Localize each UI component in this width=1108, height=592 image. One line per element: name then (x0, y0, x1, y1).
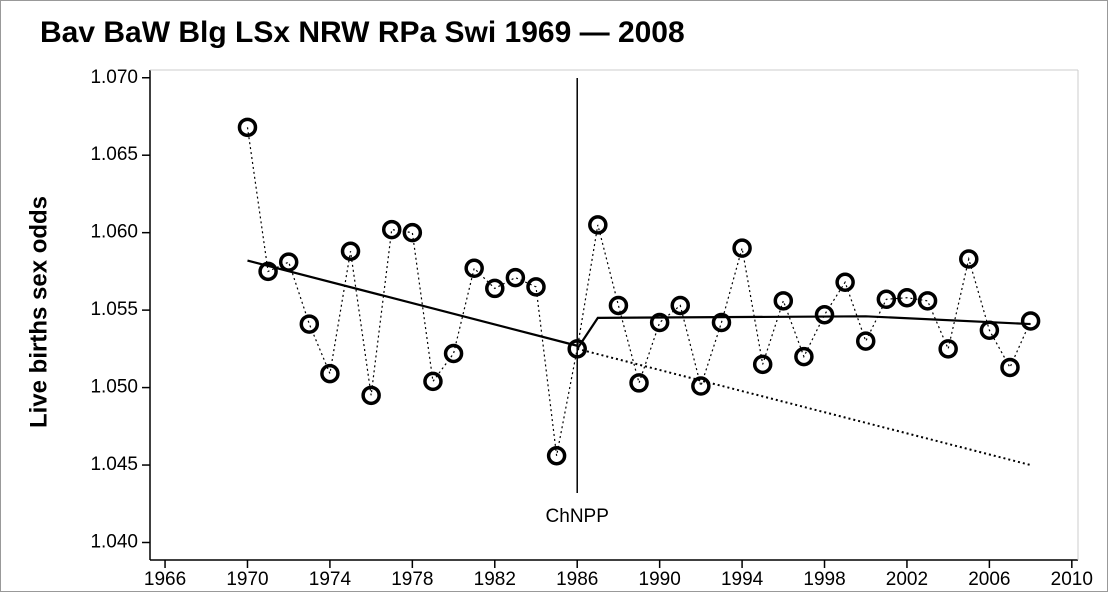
data-point (1000, 357, 1020, 378)
x-tick-label: 1982 (474, 569, 516, 590)
annotation-label: ChNPP (546, 506, 609, 527)
data-point (361, 385, 381, 406)
data-point (711, 312, 732, 333)
x-tick-label: 1994 (721, 569, 764, 590)
y-tick-label: 1.060 (90, 222, 138, 243)
data-point (485, 278, 505, 299)
data-point (876, 289, 897, 310)
data-point (670, 295, 691, 316)
data-point (629, 373, 649, 393)
data-point (917, 291, 938, 311)
data-point (258, 261, 278, 282)
data-point (794, 346, 814, 367)
data-point (443, 343, 464, 364)
data-point (546, 445, 567, 466)
data-point (526, 277, 546, 297)
data-point (691, 376, 711, 396)
data-point (320, 363, 340, 384)
x-tick-label: 1974 (309, 569, 352, 590)
data-point (423, 371, 443, 392)
data-point (1020, 311, 1041, 331)
data-point (464, 258, 484, 279)
x-tick-label: 2010 (1051, 569, 1093, 590)
data-point (567, 339, 587, 359)
data-point (340, 241, 361, 262)
data-point (588, 215, 608, 235)
data-point (752, 354, 773, 375)
data-point (402, 222, 423, 243)
trend-line (576, 347, 1031, 467)
data-point (773, 291, 794, 311)
y-tick-label: 1.070 (90, 67, 138, 88)
data-point (855, 331, 876, 351)
data-point (237, 117, 258, 138)
trend-line (247, 259, 578, 347)
data-point (505, 267, 526, 288)
x-tick-label: 1986 (556, 569, 598, 590)
x-tick-label: 2002 (886, 569, 928, 590)
y-tick-label: 1.040 (90, 532, 138, 553)
data-point (814, 305, 835, 325)
x-tick-label: 1978 (391, 569, 433, 590)
data-point (959, 249, 979, 269)
data-point (938, 339, 958, 359)
data-point (732, 238, 752, 258)
data-point (299, 314, 320, 334)
x-tick-label: 1966 (144, 569, 186, 590)
y-tick-label: 1.045 (90, 454, 138, 475)
data-point (381, 219, 402, 240)
x-tick-label: 2006 (968, 569, 1010, 590)
data-point (897, 287, 917, 308)
data-point (835, 272, 855, 292)
chart-title: Bav BaW Blg LSx NRW RPa Swi 1969 — 2008 (40, 16, 685, 49)
data-point (608, 295, 629, 316)
x-tick-label: 1990 (639, 569, 681, 590)
x-tick-label: 1998 (803, 569, 845, 590)
y-tick-label: 1.065 (90, 144, 138, 165)
y-axis-label: Live births sex odds (25, 196, 52, 428)
x-tick-label: 1970 (226, 569, 268, 590)
trend-line (576, 315, 1031, 350)
data-point (649, 312, 670, 333)
y-tick-label: 1.050 (90, 377, 138, 398)
y-tick-label: 1.055 (90, 299, 138, 320)
